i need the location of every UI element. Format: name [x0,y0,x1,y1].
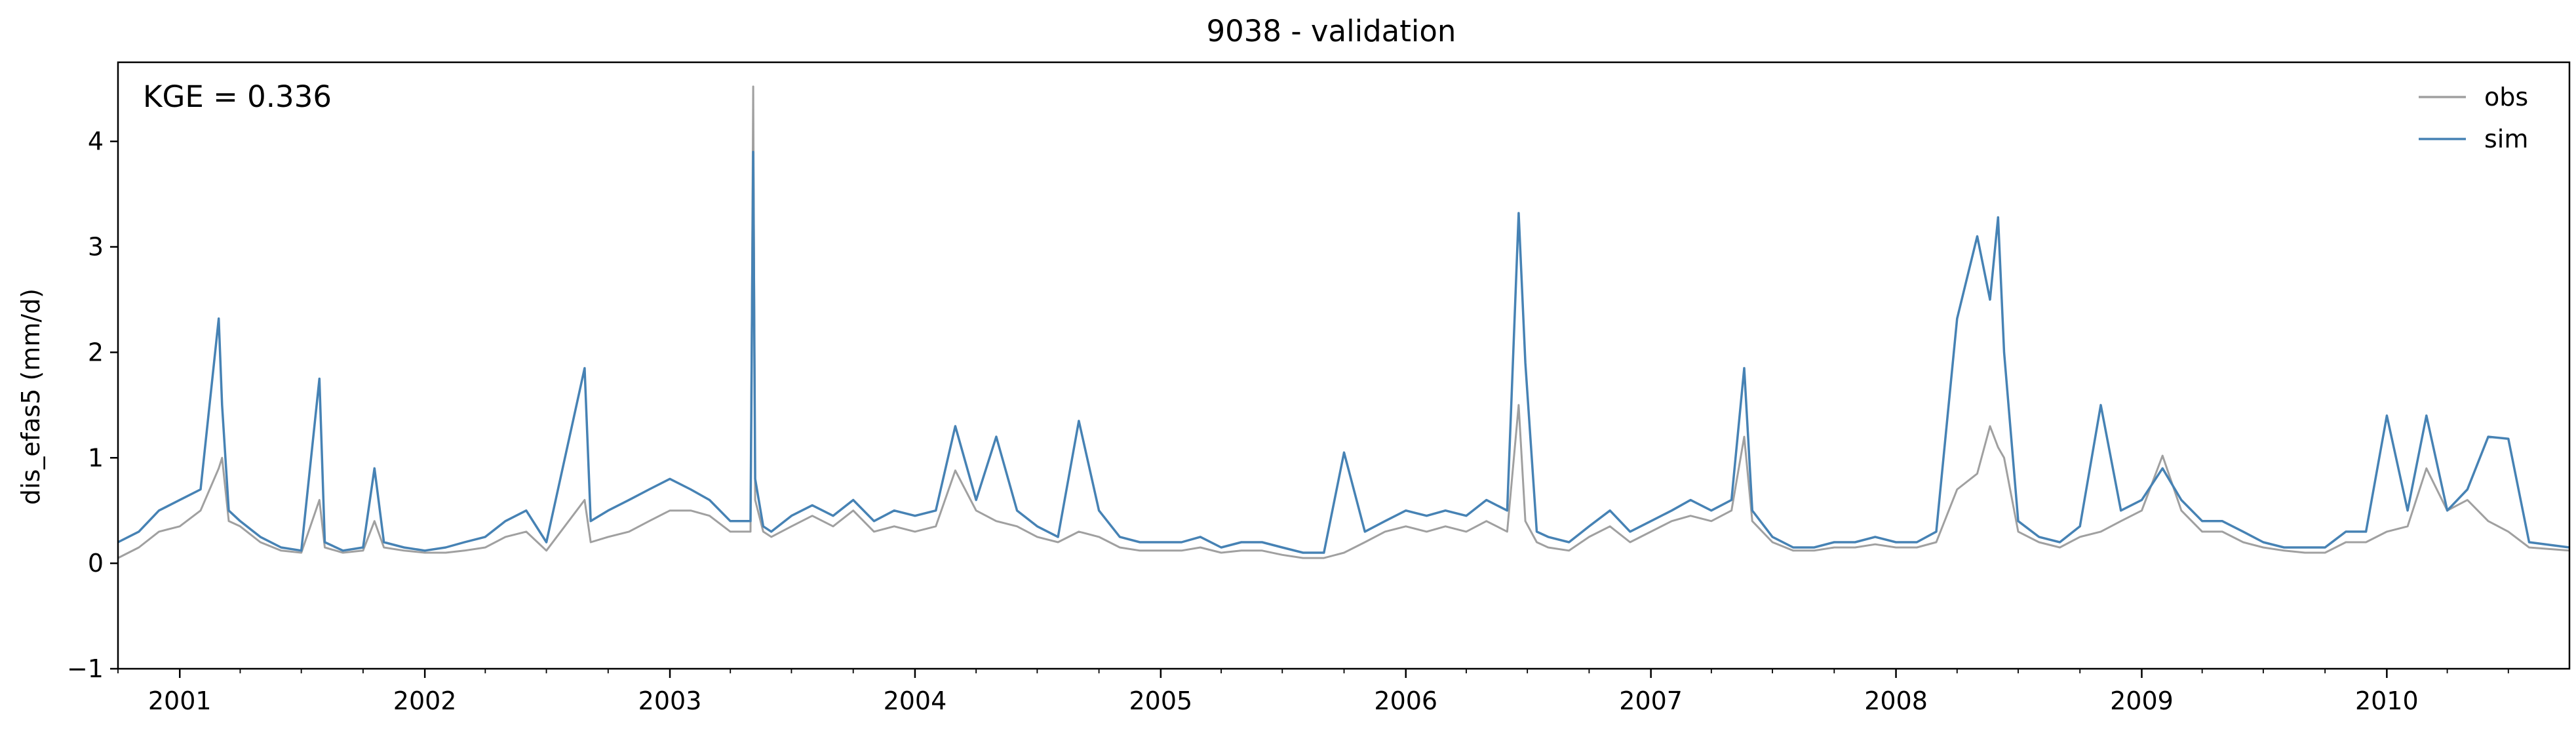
y-axis-label: dis_efas5 (mm/d) [16,288,45,505]
x-tick-label: 2007 [1619,686,1683,715]
x-tick-label: 2005 [1129,686,1192,715]
x-tick-label: 2010 [2355,686,2419,715]
plot-frame [117,61,2571,670]
series-layer [117,85,2570,559]
x-tick-label: 2004 [884,686,947,715]
kge-annotation: KGE = 0.336 [143,79,332,114]
y-tick-label: −1 [67,654,104,683]
chart-title: 9038 - validation [1207,14,1456,49]
y-tick-label: 0 [88,549,104,578]
y-tick-label: 2 [88,338,104,366]
x-tick-label: 2008 [1864,686,1928,715]
x-tick-label: 2009 [2110,686,2174,715]
legend: obs sim [2419,83,2528,153]
y-tick-label: 3 [88,233,104,262]
x-tick-label: 2003 [638,686,702,715]
series-line-obs [117,85,2570,559]
legend-label-obs: obs [2484,83,2528,111]
y-tick-label: 1 [88,443,104,472]
x-tick-label: 2001 [148,686,212,715]
legend-label-sim: sim [2484,125,2528,153]
x-tick-label: 2006 [1374,686,1437,715]
series-line-sim [117,150,2570,554]
y-tick-label: 4 [88,127,104,156]
y-axis-ticks: −1 0 1 2 3 4 [67,127,118,683]
x-tick-label: 2002 [393,686,457,715]
x-axis-ticks: 2001 2002 2003 2004 2005 2006 2007 2008 2009 2010 [117,669,2509,715]
